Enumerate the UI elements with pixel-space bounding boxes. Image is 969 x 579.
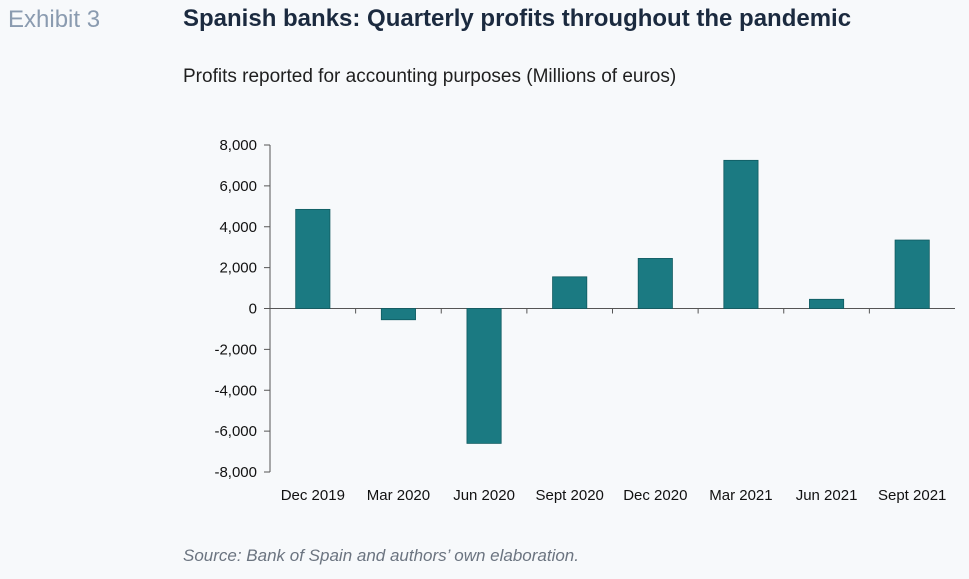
y-tick-label: 6,000 bbox=[219, 178, 257, 195]
y-tick-label: -4,000 bbox=[214, 382, 257, 399]
bar bbox=[295, 208, 331, 309]
bar bbox=[380, 308, 416, 321]
y-tick-label: 0 bbox=[249, 301, 257, 318]
bar bbox=[552, 276, 588, 309]
exhibit-label: Exhibit 3 bbox=[8, 6, 101, 33]
y-tick-label: -8,000 bbox=[214, 464, 257, 481]
y-tick-label: 8,000 bbox=[219, 137, 257, 154]
bar bbox=[637, 258, 673, 309]
x-tick-label: Mar 2020 bbox=[367, 487, 430, 504]
x-tick-label: Jun 2020 bbox=[453, 487, 515, 504]
y-tick-label: 2,000 bbox=[219, 260, 257, 277]
y-tick-label: -2,000 bbox=[214, 341, 257, 358]
source-note: Source: Bank of Spain and authors’ own e… bbox=[183, 546, 579, 565]
bar bbox=[723, 159, 759, 309]
x-tick-label: Dec 2020 bbox=[623, 487, 687, 504]
chart-title: Spanish banks: Quarterly profits through… bbox=[183, 5, 852, 32]
y-tick-label: -6,000 bbox=[214, 423, 257, 440]
x-tick-label: Jun 2021 bbox=[796, 487, 858, 504]
x-tick-label: Dec 2019 bbox=[281, 487, 345, 504]
bar bbox=[809, 298, 845, 309]
x-tick-label: Mar 2021 bbox=[709, 487, 772, 504]
x-tick-label: Sept 2021 bbox=[878, 487, 946, 504]
bar bbox=[466, 308, 502, 444]
chart-subtitle: Profits reported for accounting purposes… bbox=[183, 66, 677, 87]
x-tick-label: Sept 2020 bbox=[535, 487, 603, 504]
bar bbox=[894, 239, 930, 309]
y-tick-label: 4,000 bbox=[219, 219, 257, 236]
